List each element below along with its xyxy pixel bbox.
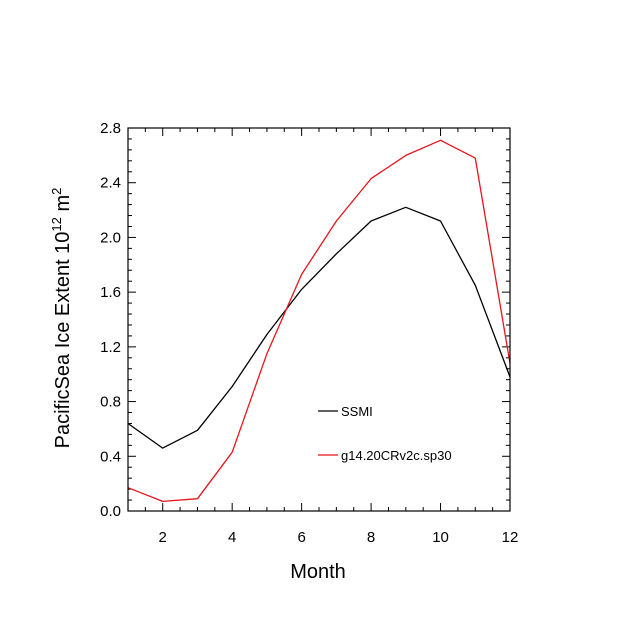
y-tick-label: 0.0 [100,503,121,520]
y-axis-label: PacificSea Ice Extent 1012 m2 [49,188,74,449]
y-tick-label: 2.4 [100,175,121,192]
minor-ticks [127,128,510,511]
y-tick-label: 1.2 [100,339,121,356]
y-axis-label-unit-exponent: 2 [49,188,64,195]
y-tick-label: 2.8 [100,120,121,137]
y-tick-label: 2.0 [100,229,121,246]
series-line-model [127,139,511,503]
y-tick-label: 0.8 [100,394,121,411]
x-tick-labels: 2 4 6 8 10 12 [159,529,519,546]
legend: SSMI g14.20CRv2c.sp30 [318,404,452,463]
x-tick-label: 6 [297,529,305,546]
y-tick-label: 1.6 [100,284,121,301]
y-axis-label-main: PacificSea Ice Extent 10 [52,232,74,449]
x-axis-label: Month [290,561,346,583]
x-tick-label: 10 [432,529,449,546]
x-tick-label: 12 [502,529,519,546]
series-layer [127,139,511,503]
x-tick-label: 2 [159,529,167,546]
legend-label-model: g14.20CRv2c.sp30 [341,448,452,463]
y-axis-label-exponent: 12 [49,217,64,231]
series-line-ssmi [127,206,511,449]
y-axis-label-unit: m [52,195,74,217]
legend-label-ssmi: SSMI [341,404,373,419]
x-tick-label: 4 [228,529,236,546]
x-tick-label: 8 [367,529,375,546]
major-ticks [128,127,511,512]
y-tick-labels: 0.0 0.4 0.8 1.2 1.6 2.0 2.4 2.8 [100,120,121,520]
y-tick-label: 0.4 [100,448,121,465]
plot-frame [127,127,511,512]
